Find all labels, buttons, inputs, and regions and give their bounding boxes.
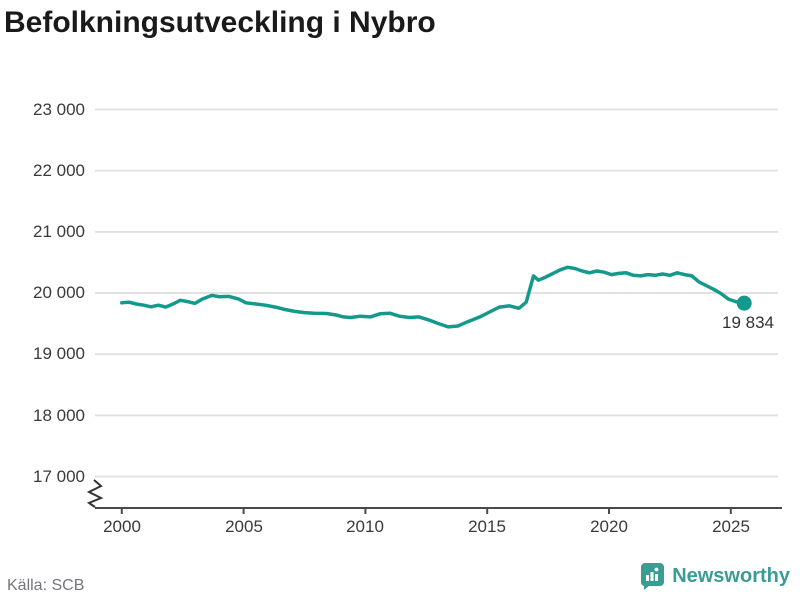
population-line — [120, 265, 746, 329]
y-tick-label: 20 000 — [33, 283, 85, 302]
endpoint-dot — [736, 295, 752, 311]
x-tick-label: 2010 — [346, 517, 384, 536]
x-tick-label: 2025 — [712, 517, 750, 536]
chart-title: Befolkningsutveckling i Nybro — [4, 6, 436, 39]
brand-name: Newsworthy — [672, 564, 790, 587]
newsworthy-bubble-chart-icon — [641, 562, 665, 590]
y-tick-label: 22 000 — [33, 161, 85, 180]
x-tick-label: 2005 — [225, 517, 263, 536]
y-tick-label: 18 000 — [33, 406, 85, 425]
x-tick-label: 2000 — [103, 517, 141, 536]
axis-break-symbol — [86, 479, 104, 508]
endpoint-value-label: 19 834 — [722, 313, 774, 332]
newsworthy-logo[interactable]: Newsworthy — [640, 561, 790, 591]
y-tick-label: 19 000 — [33, 344, 85, 363]
y-tick-label: 23 000 — [33, 100, 85, 119]
y-tick-label: 17 000 — [33, 467, 85, 486]
source-caption: Källa: SCB — [7, 577, 85, 594]
x-tick-label: 2020 — [590, 517, 628, 536]
y-tick-label: 21 000 — [33, 222, 85, 241]
x-tick-label: 2015 — [468, 517, 506, 536]
